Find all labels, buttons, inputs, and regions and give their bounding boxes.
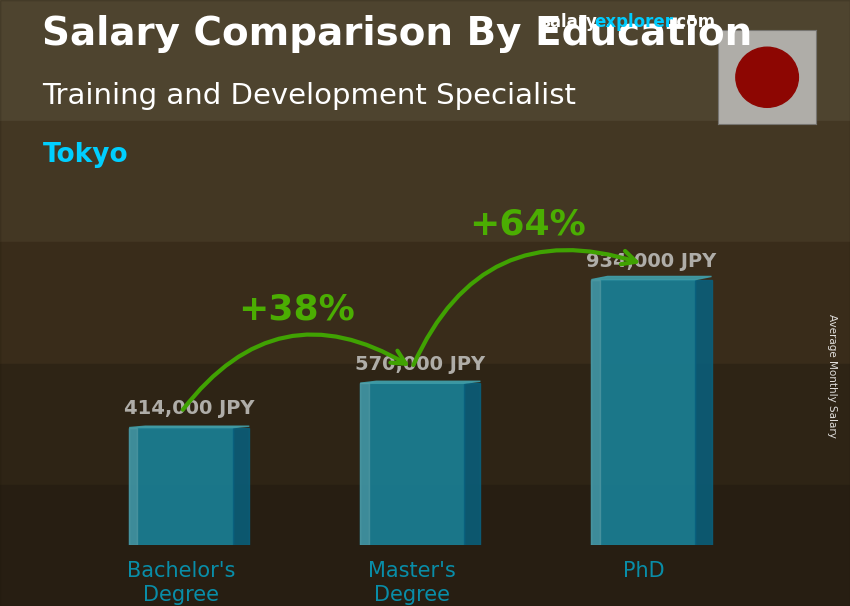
Polygon shape [360,381,480,383]
Text: +38%: +38% [238,292,355,326]
Bar [129,428,138,545]
Text: 570,000 JPY: 570,000 JPY [355,355,485,374]
Bar [129,428,233,545]
Text: Tokyo: Tokyo [42,142,128,168]
Polygon shape [233,428,249,545]
Text: Average Monthly Salary: Average Monthly Salary [827,314,837,438]
Text: .com: .com [671,13,716,32]
Circle shape [736,47,798,107]
Bar [360,383,464,545]
Polygon shape [129,426,249,428]
Text: explorer: explorer [594,13,673,32]
Polygon shape [592,276,711,279]
Text: 414,000 JPY: 414,000 JPY [124,399,254,419]
Text: salary: salary [540,13,597,32]
Bar [592,279,695,545]
Text: 934,000 JPY: 934,000 JPY [586,251,717,270]
Bar [360,383,369,545]
Bar [592,279,599,545]
Text: Training and Development Specialist: Training and Development Specialist [42,82,576,110]
Text: +64%: +64% [469,207,586,241]
Text: Salary Comparison By Education: Salary Comparison By Education [42,15,753,53]
Polygon shape [695,279,711,545]
Polygon shape [464,383,480,545]
